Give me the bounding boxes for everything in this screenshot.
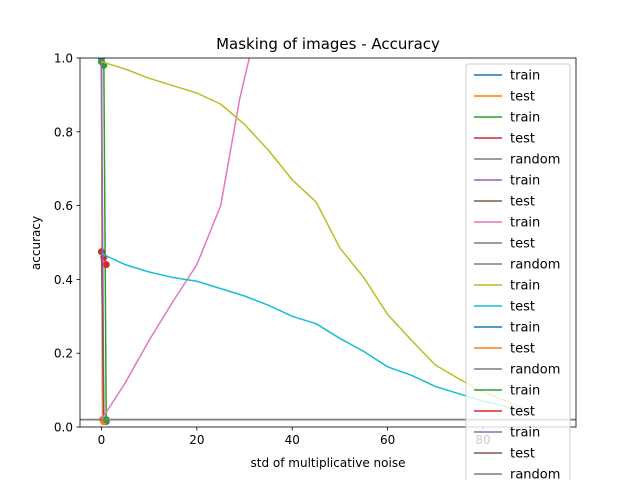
legend-label-12: test <box>510 300 535 315</box>
legend-label-15: random <box>510 363 560 378</box>
axes-frame <box>79 57 577 428</box>
legend-label-10: random <box>510 258 560 273</box>
x-axis-label: std of multiplicative noise <box>251 456 406 470</box>
legend-label-7: test <box>510 195 535 210</box>
legend-label-3: train <box>510 111 540 126</box>
y-tick-label: 1.0 <box>54 52 73 66</box>
legend-label-13: train <box>510 321 540 336</box>
x-tick-label: 40 <box>285 433 300 447</box>
series-line-7-test <box>100 249 105 416</box>
legend-label-5: random <box>510 153 560 168</box>
legend-label-20: random <box>510 468 560 480</box>
plot-area <box>79 57 577 428</box>
y-tick-label: 0.8 <box>54 125 73 139</box>
legend-label-16: train <box>510 384 540 399</box>
x-tick-label: 20 <box>189 433 204 447</box>
legend-label-1: train <box>510 69 540 84</box>
chart-title: Masking of images - Accuracy <box>216 35 440 53</box>
legend-label-17: test <box>510 405 535 420</box>
legend-label-11: train <box>510 279 540 294</box>
legend: train test train test random train test train te… <box>465 63 571 480</box>
series-line-12-test <box>101 252 531 415</box>
series-group <box>80 58 576 425</box>
x-tick-label: 60 <box>380 433 395 447</box>
legend-label-18: train <box>510 426 540 441</box>
legend-label-9: test <box>510 237 535 252</box>
y-tick-label: 0.6 <box>54 199 73 213</box>
legend-label-6: train <box>510 174 540 189</box>
x-tick-label: 0 <box>98 433 106 447</box>
legend-label-19: test <box>510 447 535 462</box>
legend-label-2: test <box>510 90 535 105</box>
legend-label-4: test <box>510 132 535 147</box>
legend-label-8: train <box>510 216 540 231</box>
series-point-4-test <box>102 261 110 269</box>
y-tick-label: 0.4 <box>54 273 73 287</box>
y-tick-label: 0.0 <box>54 421 73 435</box>
series-line-11-train <box>101 60 532 413</box>
legend-box <box>465 63 571 480</box>
y-axis-label: accuracy <box>29 216 43 270</box>
y-tick-label: 0.2 <box>54 347 73 361</box>
series-line-8-train <box>100 58 251 421</box>
legend-label-14: test <box>510 342 535 357</box>
